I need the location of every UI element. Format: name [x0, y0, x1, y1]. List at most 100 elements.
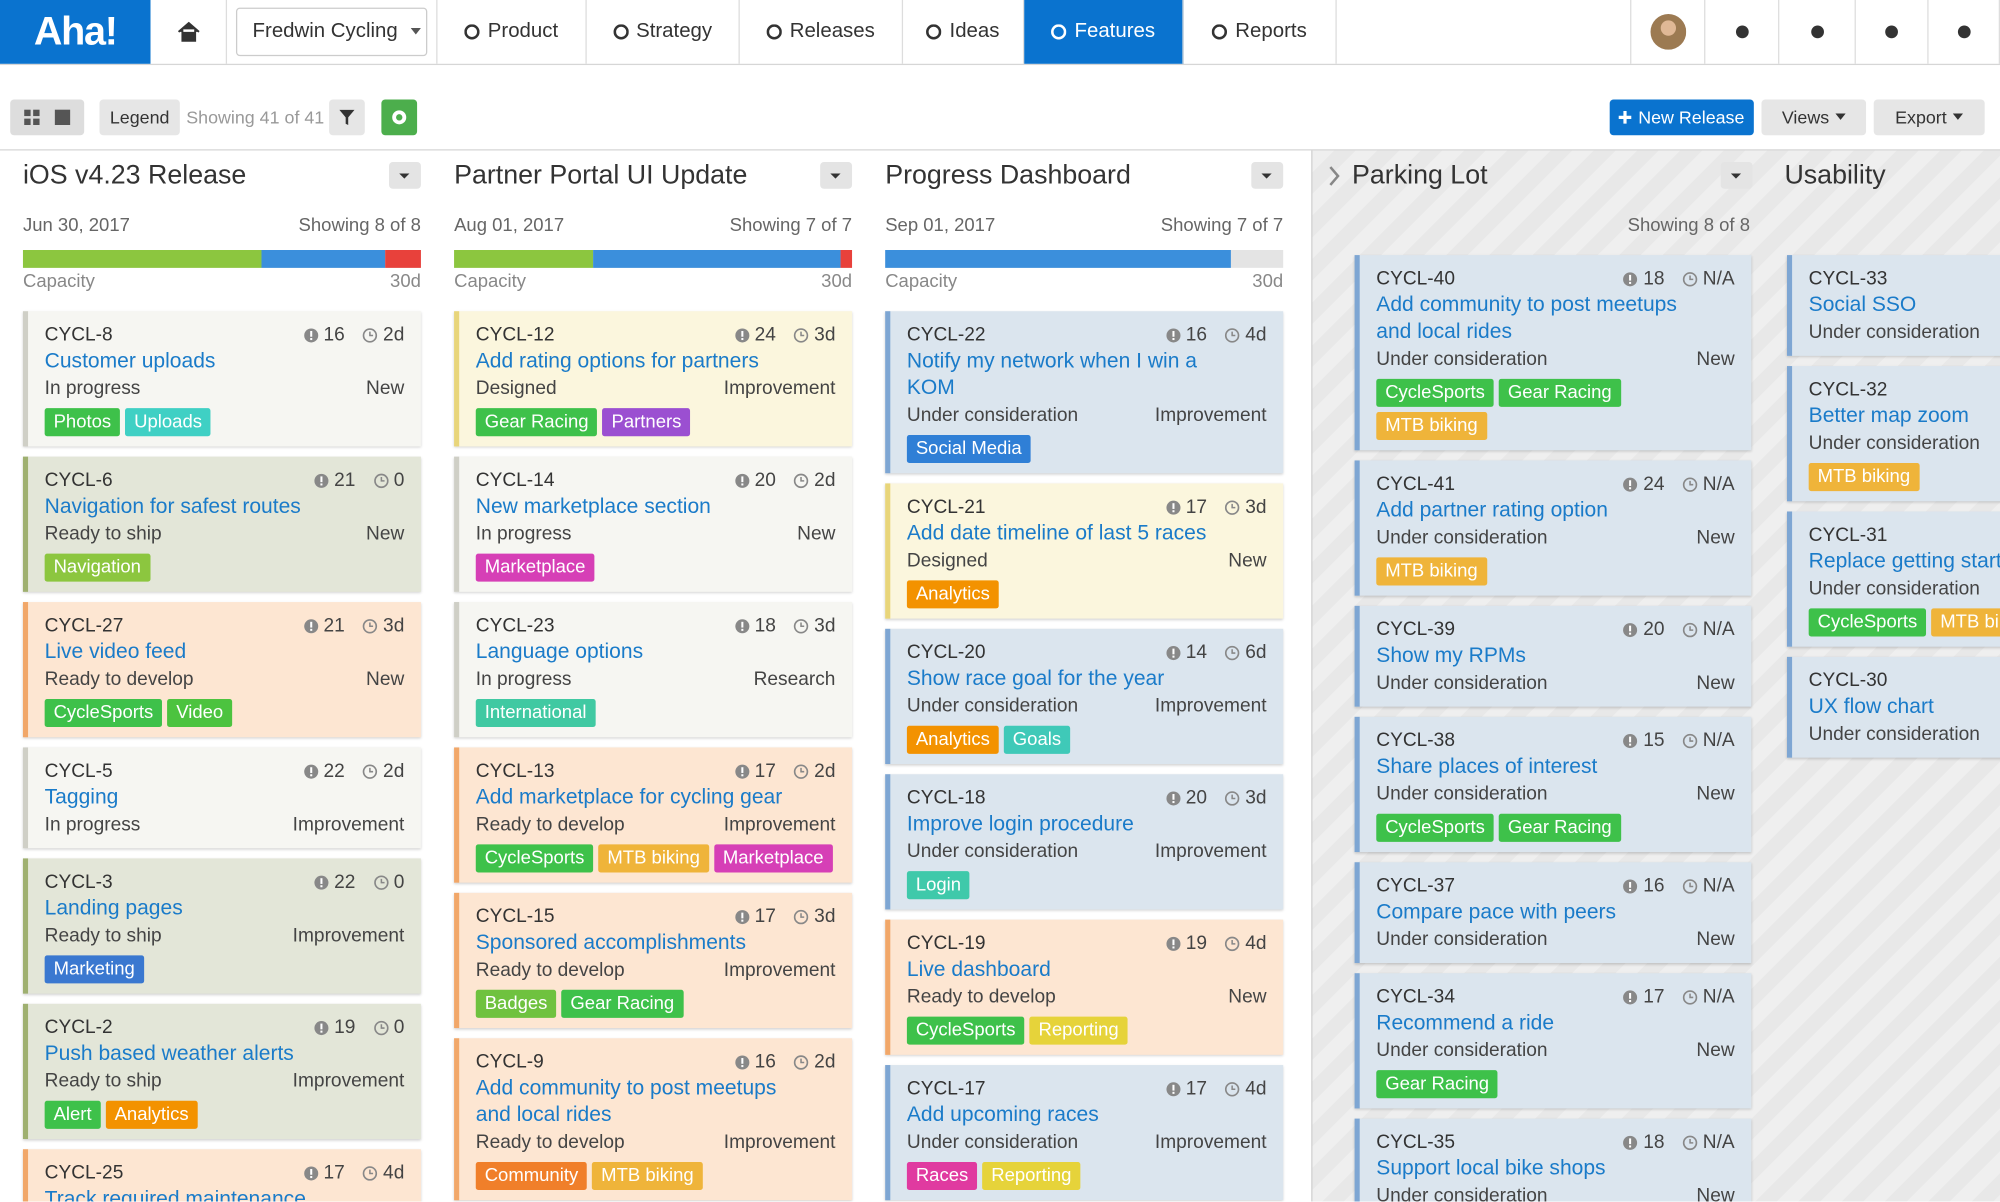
tag: Uploads: [125, 408, 211, 437]
feature-card[interactable]: CYCL-3 22 0 Landing pages Ready to ship Impro…: [22, 858, 421, 994]
feature-card[interactable]: CYCL-14 20 2d New marketplace section In pro…: [454, 456, 853, 592]
nav-item[interactable]: Product: [437, 0, 587, 64]
feature-title[interactable]: Navigation for safest routes: [44, 494, 301, 518]
feature-card[interactable]: CYCL-30 UX flow chart Under consideration: [1786, 656, 2000, 758]
feature-card[interactable]: CYCL-21 17 3d Add date timeline of last 5 r…: [885, 483, 1284, 619]
nav-item[interactable]: Releases: [740, 0, 904, 64]
feature-title[interactable]: Add rating options for partners: [475, 349, 759, 373]
filter-button[interactable]: [329, 99, 365, 136]
feature-card[interactable]: CYCL-18 20 3d Improve login procedure Under …: [885, 774, 1284, 910]
workspace-select[interactable]: Fredwin Cycling: [235, 7, 428, 57]
feature-title[interactable]: Track required maintenance: [44, 1187, 306, 1202]
icon: [1957, 25, 1971, 39]
feature-card[interactable]: CYCL-40 18 N/A Add community to post meetup…: [1354, 255, 1752, 451]
nav-item[interactable]: Reports: [1184, 0, 1337, 64]
feature-card[interactable]: CYCL-31 Replace getting started Under cons…: [1786, 511, 2000, 647]
feature-card[interactable]: CYCL-38 15 N/A Share places of interest Unde…: [1354, 716, 1752, 853]
feature-card[interactable]: CYCL-33 Social SSO Under consideration: [1786, 255, 2000, 356]
view-toggle[interactable]: [10, 99, 85, 136]
views-button[interactable]: Views: [1761, 99, 1867, 136]
new-release-button[interactable]: New Release: [1609, 99, 1754, 136]
feature-title[interactable]: Tagging: [44, 785, 119, 809]
feature-card[interactable]: CYCL-12 24 3d Add rating options for partne…: [454, 311, 853, 447]
feature-card[interactable]: CYCL-20 14 6d Show race goal for the year Un…: [885, 628, 1284, 765]
tag-list: Badges Gear Racing: [475, 989, 836, 1018]
feature-card[interactable]: CYCL-34 17 N/A Recommend a ride Under consid…: [1354, 973, 1752, 1109]
feature-title[interactable]: Live video feed: [44, 640, 187, 664]
logo[interactable]: Aha!: [0, 0, 151, 64]
feature-title[interactable]: Customer uploads: [44, 349, 216, 373]
help[interactable]: [1779, 0, 1856, 64]
tag: CycleSports: [1376, 813, 1494, 842]
home-button[interactable]: [151, 0, 228, 64]
feature-title[interactable]: Landing pages: [44, 896, 183, 920]
feature-title[interactable]: UX flow chart: [1808, 695, 1934, 719]
column-menu[interactable]: [389, 161, 421, 189]
feature-title[interactable]: Recommend a ride: [1376, 1011, 1555, 1035]
feature-title[interactable]: New marketplace section: [475, 494, 711, 518]
feature-card[interactable]: CYCL-5 22 2d Tagging In progress Improvement: [22, 747, 421, 849]
feature-card[interactable]: CYCL-27 21 3d Live video feed Ready to devel…: [22, 602, 421, 738]
nav-item[interactable]: Features: [1024, 0, 1184, 64]
feature-card[interactable]: CYCL-19 19 4d Live dashboard Ready to develo…: [885, 919, 1284, 1055]
feature-card[interactable]: CYCL-9 16 2d Add community to post meetups …: [454, 1038, 853, 1201]
feature-title[interactable]: Improve login procedure: [906, 812, 1134, 836]
clock-icon: [373, 1020, 389, 1035]
feature-title[interactable]: Sponsored accomplishments: [475, 931, 746, 955]
feature-title[interactable]: Show my RPMs: [1376, 644, 1526, 668]
feature-type: Improvement: [292, 1070, 405, 1092]
feature-title[interactable]: Replace getting started: [1808, 549, 2000, 573]
feature-card[interactable]: CYCL-37 16 N/A Compare pace with peers Under…: [1354, 862, 1752, 964]
search[interactable]: [1856, 0, 1929, 64]
nav-item[interactable]: Strategy: [587, 0, 740, 64]
feature-title[interactable]: Language options: [475, 640, 644, 664]
feature-title[interactable]: Add community to post meetups and local …: [1376, 293, 1677, 344]
column-menu[interactable]: [820, 161, 853, 189]
feature-title[interactable]: Add upcoming races: [906, 1103, 1099, 1127]
feature-card[interactable]: CYCL-17 17 4d Add upcoming races Under consi…: [885, 1065, 1284, 1201]
estimate-value: 0: [393, 1016, 405, 1039]
feature-title[interactable]: Compare pace with peers: [1376, 900, 1617, 924]
column-menu[interactable]: [1720, 161, 1753, 189]
tag-list: Races Reporting: [906, 1161, 1267, 1191]
settings[interactable]: [1705, 0, 1780, 64]
feature-card[interactable]: CYCL-25 17 4d Track required maintenance: [22, 1149, 421, 1202]
column-menu[interactable]: [1251, 161, 1284, 189]
feature-title[interactable]: Support local bike shops: [1376, 1156, 1606, 1180]
card-header: CYCL-23 18 3d: [476, 612, 836, 639]
avatar-menu[interactable]: [1631, 0, 1706, 64]
legend-button[interactable]: Legend: [99, 99, 180, 136]
feature-card[interactable]: CYCL-32 Better map zoom Under consideratio…: [1786, 366, 2000, 502]
feature-title[interactable]: Add partner rating option: [1376, 498, 1608, 522]
status: Under consideration: [1808, 577, 1980, 600]
feature-card[interactable]: CYCL-6 21 0 Navigation for safest routes Rea…: [22, 456, 421, 592]
feature-card[interactable]: CYCL-8 16 2d Customer uploads In progress New…: [22, 311, 421, 447]
settings-button[interactable]: [381, 99, 418, 136]
collapse-chevron[interactable]: [1328, 166, 1341, 186]
feature-card[interactable]: CYCL-23 18 3d Language options In progress Re…: [454, 602, 853, 738]
nav-item[interactable]: Ideas: [903, 0, 1025, 64]
feature-card[interactable]: CYCL-22 16 4d Notify my network when I win …: [885, 311, 1284, 474]
feature-title[interactable]: Live dashboard: [906, 957, 1051, 981]
clock-icon: [1225, 327, 1240, 343]
feature-title[interactable]: Add date timeline of last 5 races: [906, 521, 1207, 545]
card-header: CYCL-20 14 6d: [907, 639, 1267, 666]
tag-list: CycleSports MTB biking Marketplace: [475, 844, 836, 873]
capacity-value: 30d: [390, 271, 421, 293]
add[interactable]: [1929, 0, 2000, 64]
feature-title[interactable]: Show race goal for the year: [906, 667, 1165, 691]
feature-title[interactable]: Notify my network when I win a KOM: [906, 349, 1197, 400]
export-button[interactable]: Export: [1873, 99, 1985, 136]
feature-title[interactable]: Push based weather alerts: [44, 1042, 294, 1066]
feature-card[interactable]: CYCL-15 17 3d Sponsored accomplishments Read…: [454, 892, 853, 1029]
feature-card[interactable]: CYCL-13 17 2d Add marketplace for cycling g…: [454, 747, 853, 883]
feature-title[interactable]: Add marketplace for cycling gear: [475, 785, 783, 809]
feature-title[interactable]: Social SSO: [1808, 293, 1917, 317]
feature-title[interactable]: Share places of interest: [1376, 755, 1598, 779]
feature-card[interactable]: CYCL-39 20 N/A Show my RPMs Under considerat…: [1354, 605, 1752, 707]
feature-title[interactable]: Add community to post meetups and local …: [475, 1076, 777, 1127]
feature-card[interactable]: CYCL-2 19 0 Push based weather alerts Ready …: [22, 1003, 421, 1140]
feature-card[interactable]: CYCL-41 24 N/A Add partner rating option Und…: [1354, 460, 1752, 596]
feature-title[interactable]: Better map zoom: [1808, 404, 1969, 428]
feature-card[interactable]: CYCL-35 18 N/A Support local bike shops Unde…: [1354, 1118, 1752, 1202]
